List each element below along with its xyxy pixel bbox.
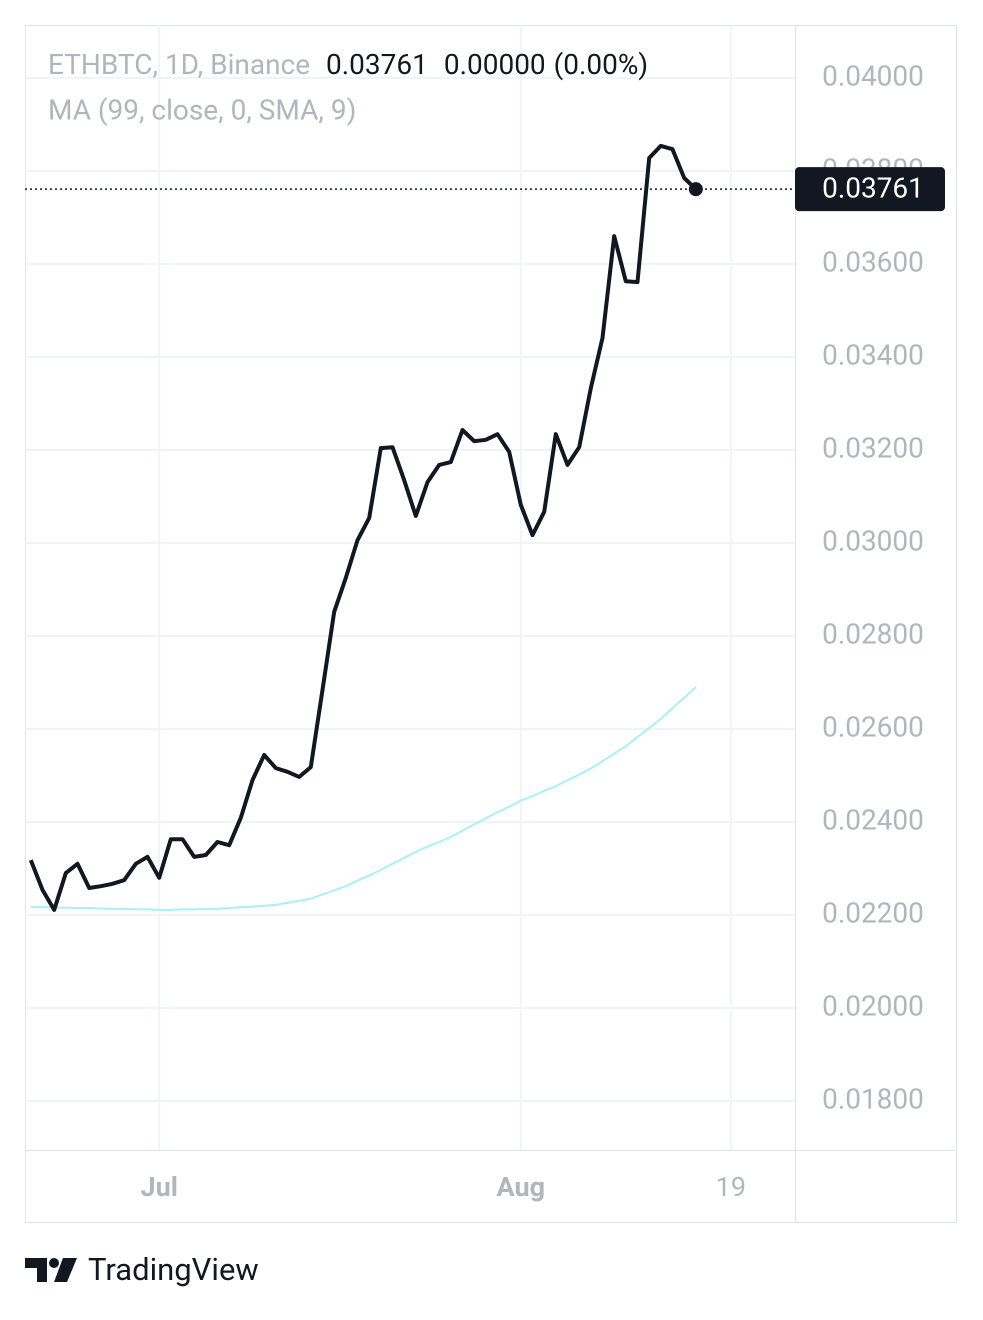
legend-line-1: ETHBTC, 1D, Binance 0.03761 0.00000 (0.00%) (48, 48, 648, 81)
plot (25, 143, 795, 912)
legend-ma: MA (99, close, 0, SMA, 9) (48, 93, 356, 126)
chart-frame (25, 25, 957, 1223)
last-price-dot (688, 182, 703, 197)
y-tick-label: 0.03600 (822, 245, 924, 278)
y-tick-label: 0.03200 (822, 431, 924, 464)
y-tick-label: 0.02000 (822, 989, 924, 1022)
grid (25, 25, 795, 1150)
brand-name: TradingView (88, 1251, 259, 1288)
y-tick-label: 0.04000 (822, 59, 924, 92)
y-tick-label: 0.02800 (822, 617, 924, 650)
legend-last: 0.03761 (326, 48, 428, 81)
logo-mark (25, 1258, 47, 1282)
y-tick-label: 0.01800 (822, 1082, 924, 1115)
legend-change: 0.00000 (444, 48, 546, 81)
x-tick-label: 19 (716, 1171, 746, 1203)
ma-line (30, 686, 697, 911)
y-tick-label: 0.03000 (822, 524, 924, 557)
legend-change-percent: (0.00%) (554, 48, 648, 81)
y-tick-label: 0.02600 (822, 710, 924, 743)
logo-dot (49, 1258, 59, 1268)
brand-logo: TradingView (25, 1251, 259, 1288)
price-line (28, 143, 698, 912)
y-tick-label: 0.03400 (822, 338, 924, 371)
last-price-badge (795, 167, 945, 212)
y-tick-label: 0.02200 (822, 896, 924, 929)
axes: 0.01800 0.02000 0.02200 0.02400 0.02600 0.028… (140, 59, 945, 1203)
legend-symbol: ETHBTC, 1D, Binance (48, 48, 310, 81)
x-tick-label: Aug (497, 1171, 546, 1203)
x-tick-label: Jul (140, 1171, 177, 1203)
y-tick-label: 0.02400 (822, 803, 924, 836)
last-price-label: 0.03761 (822, 172, 924, 205)
logo-slash (54, 1258, 77, 1282)
